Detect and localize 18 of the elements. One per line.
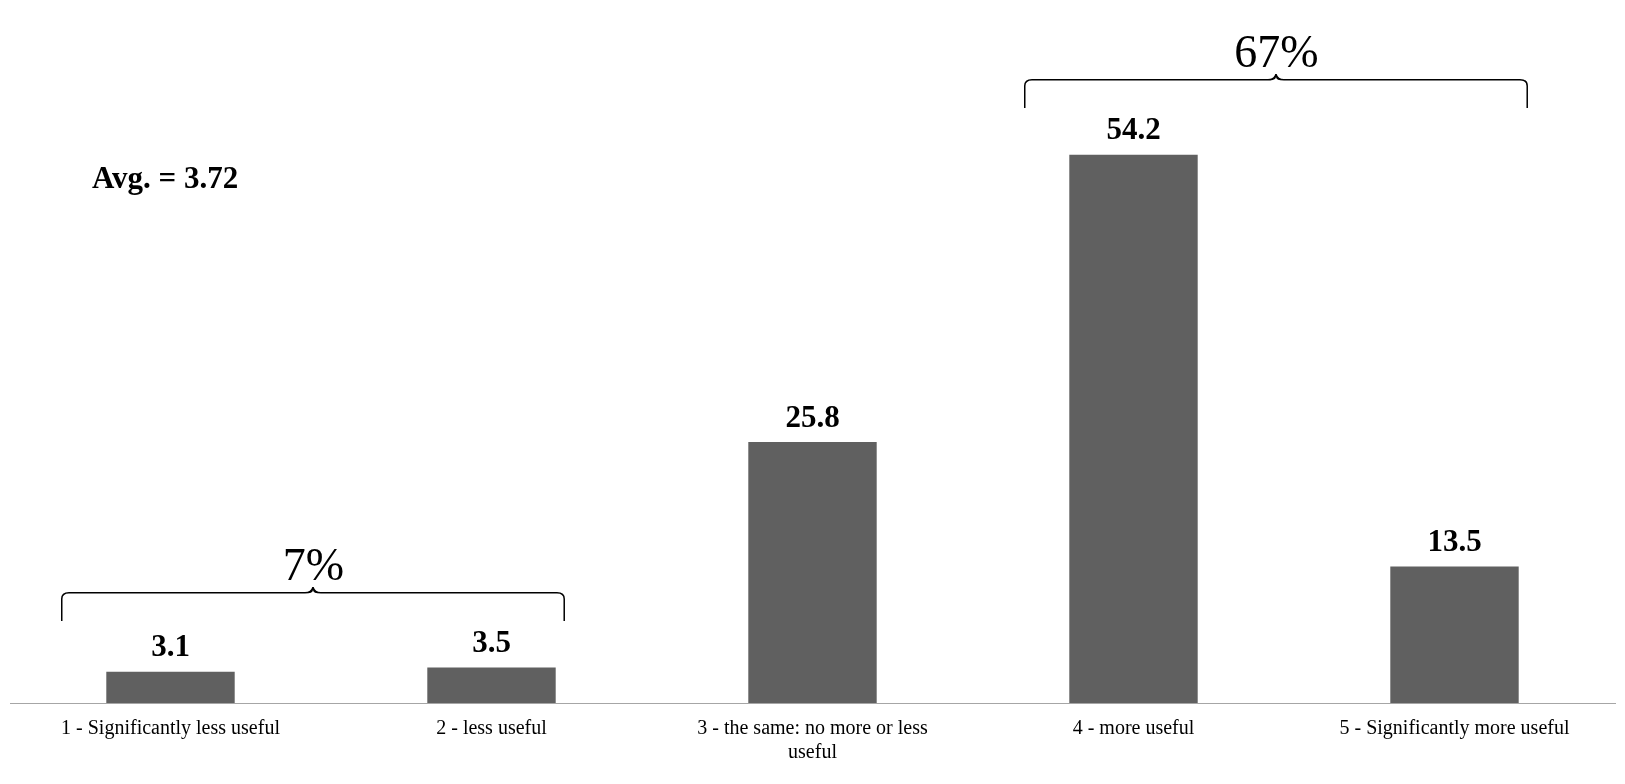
data-label: 13.5	[1427, 522, 1482, 558]
annotation: 7%	[282, 537, 345, 591]
text: 67%	[1234, 24, 1319, 78]
data-label: 25.8	[785, 398, 840, 434]
data-label: 54.2	[1106, 111, 1161, 147]
x-tick-label: 5 - Significantly more useful	[1339, 716, 1570, 740]
x-tick-label: 1 - Significantly less useful	[61, 716, 281, 740]
x-tick-label: 2 - less useful	[436, 716, 548, 739]
data-label: 3.5	[472, 624, 511, 660]
data-label: 3.1	[151, 628, 190, 664]
bar	[1069, 154, 1198, 703]
bar	[1390, 566, 1519, 703]
bar	[748, 441, 877, 703]
bar	[427, 667, 556, 703]
bar	[106, 671, 235, 703]
x-tick-label: 3 - the same: no more or less useful	[697, 716, 928, 763]
annotation: Avg. = 3.72	[92, 160, 239, 196]
x-tick-label: 4 - more useful	[1072, 716, 1195, 739]
